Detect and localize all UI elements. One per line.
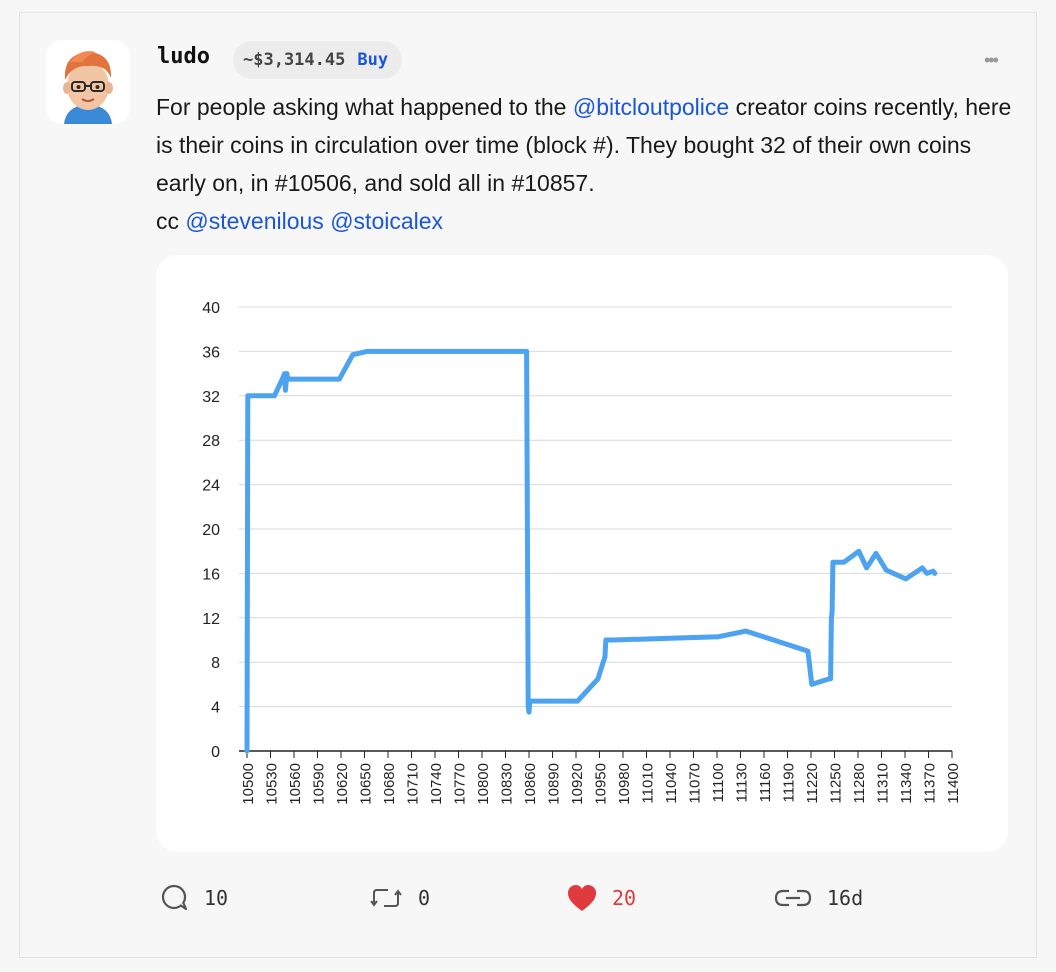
series-line: [244, 348, 938, 754]
x-tick-label: 11340: [898, 763, 915, 804]
x-tick-label: 10770: [452, 763, 469, 805]
x-tick-label: 11310: [875, 763, 892, 804]
post-text-segment: For people asking what happened to the: [156, 94, 573, 120]
x-tick-label: 11370: [922, 763, 939, 804]
x-tick-label: 11010: [640, 763, 657, 804]
y-tick-label: 36: [202, 344, 220, 361]
buy-button[interactable]: Buy: [357, 50, 389, 70]
post-body: For people asking what happened to the @…: [156, 88, 1016, 240]
y-tick-label: 0: [211, 744, 220, 761]
like-action[interactable]: 20: [566, 878, 636, 918]
x-tick-label: 10830: [499, 763, 516, 805]
post-text-segment: cc: [156, 208, 186, 234]
x-tick-label: 11070: [687, 763, 704, 804]
y-tick-label: 32: [202, 389, 220, 406]
coins-in-circulation-chart: 0 4 8 12 16 20 24 28 32 36 40 10500 10530 10560 10590 1…: [202, 300, 962, 805]
avatar[interactable]: [46, 40, 130, 124]
x-tick-label: 11160: [757, 763, 774, 803]
coin-price-pill[interactable]: ~$3,314.45 Buy: [233, 41, 403, 79]
x-tick-label: 10800: [475, 763, 492, 805]
post-age: 16d: [827, 886, 864, 910]
y-tick-label: 12: [202, 611, 220, 628]
link-action[interactable]: 16d: [773, 878, 863, 918]
y-tick-label: 8: [211, 655, 220, 672]
x-tick-label: 10650: [358, 763, 375, 805]
x-tick-label: 10890: [546, 763, 563, 805]
more-options-icon[interactable]: •••: [984, 50, 999, 70]
x-tick-label: 10590: [311, 763, 328, 805]
mention-link[interactable]: @stoicalex: [330, 208, 444, 234]
username[interactable]: ludo: [157, 44, 210, 69]
y-tick-label: 28: [202, 433, 220, 450]
mention-link[interactable]: @stevenilous: [185, 208, 324, 234]
chart-image[interactable]: 0 4 8 12 16 20 24 28 32 36 40 10500 10530 10560 10590 1…: [156, 255, 1008, 852]
x-tick-label: 10920: [569, 763, 586, 805]
comment-count: 10: [204, 886, 229, 910]
x-tick-label: 11400: [945, 763, 962, 804]
x-tick-label: 10560: [287, 763, 304, 805]
x-tick-label: 10500: [240, 763, 257, 805]
link-icon: [774, 889, 812, 907]
like-count: 20: [612, 886, 637, 910]
reclout-action[interactable]: 0: [368, 878, 430, 918]
comment-action[interactable]: 10: [160, 878, 228, 918]
mention-link[interactable]: @bitcloutpolice: [572, 94, 730, 120]
coin-price: ~$3,314.45: [243, 50, 346, 70]
y-tick-label: 20: [202, 522, 220, 539]
x-tick-label: 10950: [593, 763, 610, 805]
x-tick-label: 11130: [734, 763, 751, 803]
x-tick-label: 10680: [381, 763, 398, 805]
reclout-count: 0: [418, 886, 431, 910]
y-tick-label: 4: [211, 700, 220, 717]
x-tick-label: 10620: [334, 763, 351, 805]
x-tick-label: 11190: [781, 763, 798, 803]
reclout-icon: [370, 889, 402, 907]
x-tick-label: 10860: [522, 763, 539, 805]
x-tick-label: 11220: [804, 763, 821, 804]
comment-icon: [161, 884, 188, 911]
x-tick-label: 11100: [710, 763, 727, 803]
y-tick-label: 24: [202, 478, 220, 495]
x-tick-label: 10740: [428, 763, 445, 805]
x-tick-label: 11250: [828, 763, 845, 804]
x-tick-label: 10530: [264, 763, 281, 805]
y-tick-label: 40: [202, 300, 220, 317]
memoji-avatar-icon: [46, 40, 130, 124]
x-tick-label: 11280: [851, 763, 868, 804]
heart-icon: [568, 885, 596, 911]
x-tick-label: 11040: [663, 763, 680, 804]
x-tick-label: 10980: [616, 763, 633, 805]
y-tick-label: 16: [202, 566, 220, 583]
x-tick-label: 10710: [405, 763, 422, 805]
post-text-segment: creator coins recently, here is their co…: [156, 94, 1012, 196]
